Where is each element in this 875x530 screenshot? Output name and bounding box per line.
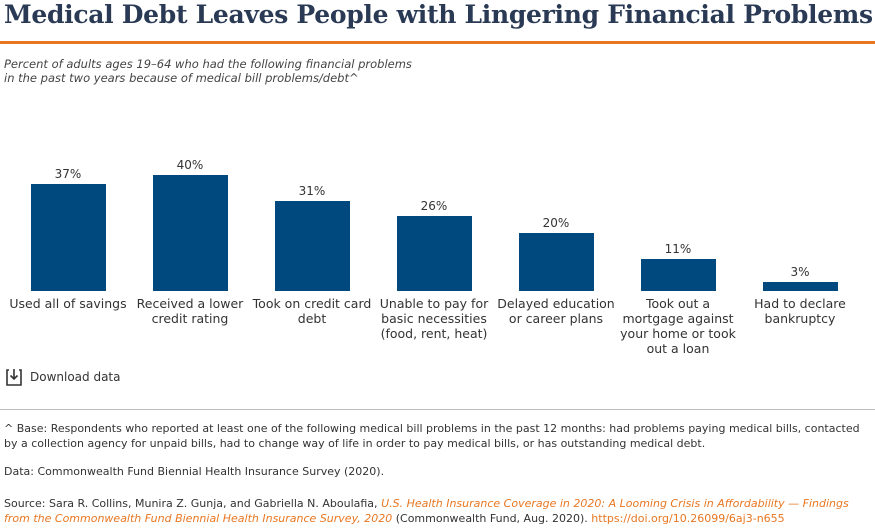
x-tick-label: Unable to pay for basic necessities (foo…	[379, 296, 489, 341]
value-label: 20%	[542, 216, 570, 230]
x-tick-label: Took on credit card debt	[252, 296, 372, 326]
x-tick-label: Received a lower credit rating	[136, 296, 244, 326]
source: Source: Sara R. Collins, Munira Z. Gunja…	[4, 496, 864, 526]
bar	[30, 183, 106, 291]
value-label: 40%	[176, 158, 204, 172]
value-label: 31%	[298, 184, 326, 199]
data-note: Data: Commonwealth Fund Biennial Health …	[4, 465, 385, 478]
download-label[interactable]: Download data	[30, 370, 121, 384]
plot-area: 37% Used all of savings 40% Received a lowe…	[0, 100, 875, 365]
divider	[0, 409, 875, 410]
download-icon	[6, 369, 22, 386]
value-label: 11%	[664, 242, 692, 257]
value-label: 37%	[54, 166, 82, 181]
x-tick-label: Used all of savings	[9, 296, 127, 311]
title-rule	[0, 41, 875, 44]
value-label: 3%	[790, 265, 810, 280]
chart-subtitle: Percent of adults ages 19–64 who had the…	[4, 57, 412, 85]
x-tick-label: Delayed education or career plans	[497, 296, 615, 326]
bar	[518, 233, 594, 291]
footnote: ^ Base: Respondents who reported at leas…	[4, 422, 860, 450]
bar	[396, 215, 472, 291]
x-tick-label: Had to declare bankruptcy	[754, 296, 846, 326]
bar	[152, 175, 228, 291]
bar	[640, 259, 716, 291]
source-doi[interactable]: https://doi.org/10.26099/6aj3-n655	[591, 512, 785, 525]
bar	[762, 282, 838, 291]
x-tick-label: Took out a mortgage against your home or…	[620, 296, 736, 356]
download-button[interactable]: Download data	[6, 368, 121, 386]
source-publisher: (Commonwealth Fund, Aug. 2020).	[395, 512, 588, 525]
bar	[274, 201, 350, 291]
source-prefix: Source: Sara R. Collins, Munira Z. Gunja…	[4, 497, 378, 510]
source-title[interactable]: U.S. Health Insurance Coverage in 2020: …	[4, 497, 849, 525]
value-label: 26%	[420, 198, 448, 213]
chart-title: Medical Debt Leaves People with Lingerin…	[4, 0, 873, 29]
